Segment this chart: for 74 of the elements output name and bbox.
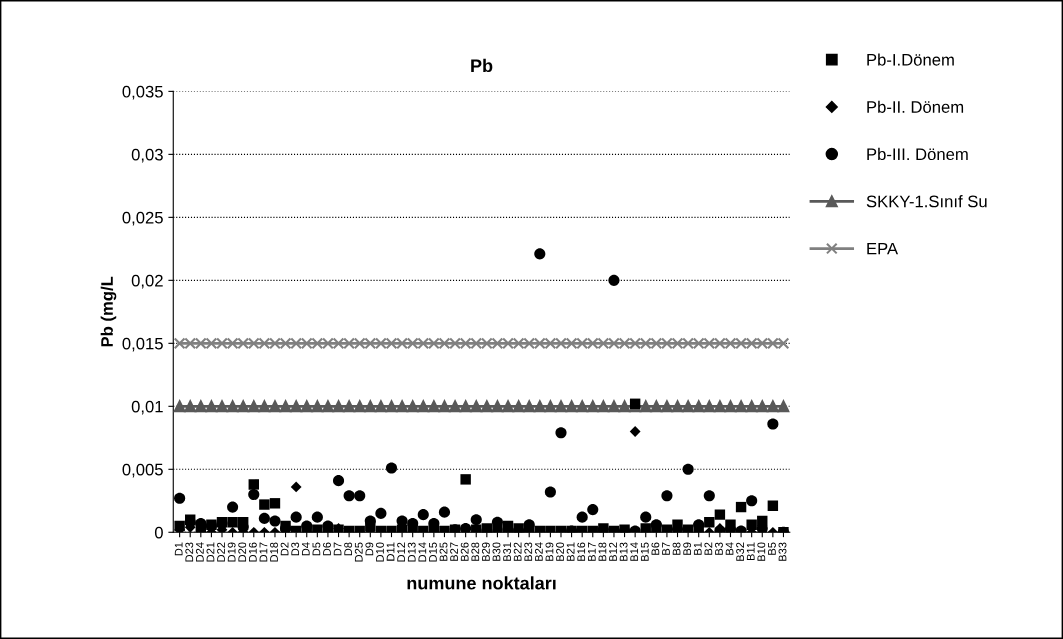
x-tick-label: B2 [704,542,713,555]
x-tick-label: D21 [206,542,215,562]
x-tick-label: B6 [651,542,660,555]
x-tick-label: B17 [588,542,596,561]
x-tick-label: B32 [736,542,745,561]
legend-label: Pb-II. Dönem [867,100,964,113]
x-tick-label: D11 [386,542,395,561]
y-tick-label: 0,01 [131,400,163,415]
x-tick-label: D20 [238,542,247,562]
x-tick-label: D3 [291,542,300,556]
x-tick-label: D18 [270,542,278,562]
x-tick-label: B13 [619,542,628,561]
x-tick-label: D17 [259,542,268,562]
x-tick-label: D2 [280,542,289,556]
x-tick-label: B15 [640,542,649,561]
y-tick-label: 0,035 [122,85,163,100]
x-tick-label: B3 [715,542,723,555]
y-axis-title: Pb (mg/L [100,276,117,347]
x-tick-label: B9 [683,542,692,555]
x-tick-label: B21 [566,542,575,561]
legend-label: SKKY-1.Sınıf Su [866,195,987,208]
x-tick-label: B26 [460,542,469,561]
x-tick-label: D25 [354,542,363,562]
legend-label: Pb-III. Dönem [867,147,968,161]
x-tick-label: D1 [174,542,183,556]
x-tick-label: B20 [556,542,564,561]
x-tick-label: D9 [365,542,374,556]
x-tick-label: B33 [778,542,787,561]
x-tick-label: B12 [609,542,617,561]
x-tick-label: D24 [195,542,204,562]
x-tick-label: D14 [418,542,427,562]
chart-title: Pb [471,58,493,73]
x-tick-label: D19 [227,542,236,562]
x-tick-label: D15 [429,542,437,562]
x-tick-label: D16 [248,542,257,562]
x-tick-label: B8 [672,542,681,555]
x-tick-label: B11 [746,542,755,561]
legend-label: Pb-I.Dönem [867,53,954,66]
x-tick-label: B1 [693,542,702,555]
y-tick-label: 0 [154,526,163,539]
x-tick-label: D13 [407,542,416,562]
x-tick-label: B23 [524,542,533,561]
x-tick-label: B7 [662,542,670,555]
x-tick-label: B27 [450,542,458,561]
legend-label: EPA [867,242,899,255]
x-tick-label: B18 [598,542,607,561]
x-tick-label: B5 [768,542,776,555]
x-tick-label: D6 [323,542,331,556]
x-tick-label: B24 [534,542,543,561]
x-tick-label: D12 [397,542,405,562]
x-tick-label: B30 [492,542,501,561]
x-axis-title: numune noktaları [407,576,556,590]
x-tick-label: B14 [630,542,639,561]
x-tick-label: B31 [503,542,512,561]
x-tick-label: D23 [185,542,194,562]
x-tick-label: B25 [439,542,448,561]
x-tick-label: D5 [312,542,321,556]
x-tick-label: D4 [301,542,310,556]
y-tick-label: 0,015 [122,337,163,352]
y-tick-label: 0,02 [131,274,163,289]
x-tick-label: D22 [217,542,225,562]
x-tick-label: B19 [545,542,554,561]
x-tick-label: D7 [333,542,342,556]
x-tick-label: B28 [471,542,480,561]
x-tick-label: B29 [481,542,490,561]
x-tick-label: B16 [577,542,586,561]
x-tick-label: B10 [757,542,766,561]
x-tick-label: D8 [344,542,353,556]
y-tick-label: 0,025 [122,211,163,226]
y-tick-label: 0,005 [122,463,163,478]
x-tick-label: B22 [513,542,522,561]
x-tick-label: D10 [376,542,384,562]
x-tick-label: B4 [725,542,734,555]
y-tick-label: 0,03 [131,148,163,163]
